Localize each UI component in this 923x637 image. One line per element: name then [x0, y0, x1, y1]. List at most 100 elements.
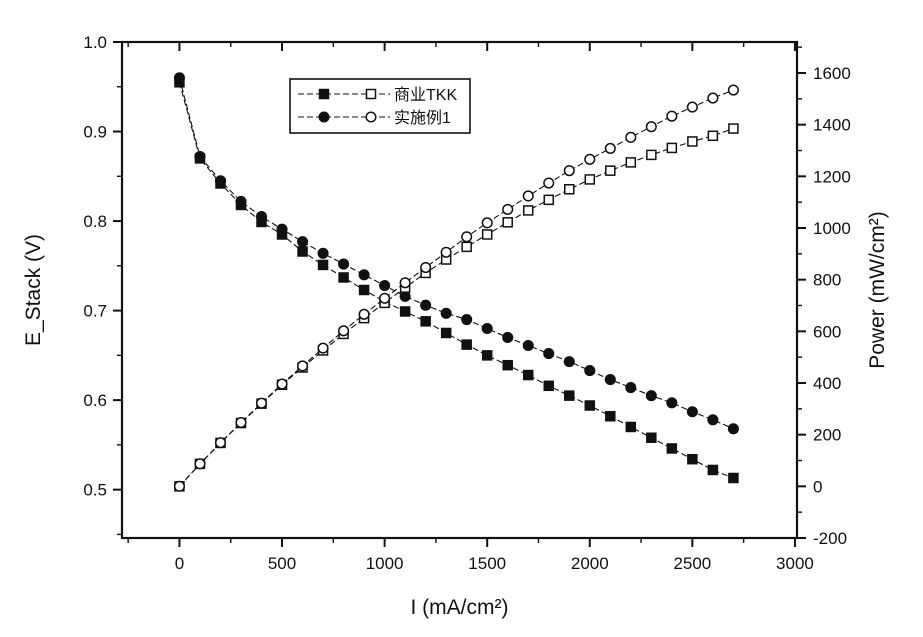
series-marker-tkk-power	[543, 194, 554, 206]
x-axis-tick-label: 0	[175, 554, 184, 573]
x-axis-tick-label: 3000	[776, 554, 814, 573]
series-marker-tkk-voltage	[687, 453, 698, 465]
plot-frame	[120, 40, 799, 540]
series-marker-ex1-voltage	[584, 365, 596, 377]
series-marker-tkk-voltage	[358, 284, 370, 296]
series-line-ex1-power	[178, 89, 734, 487]
x-axis-tick-label: 1500	[468, 554, 506, 573]
series-marker-ex1-power	[604, 142, 616, 154]
y-left-tick-label: 0.5	[83, 481, 107, 500]
series-marker-tkk-power	[625, 157, 637, 168]
y-right-tick-label: 1000	[813, 219, 851, 238]
series-marker-ex1-voltage	[563, 356, 575, 368]
legend-marker-filled-square	[318, 88, 330, 100]
series-marker-ex1-power	[338, 325, 350, 337]
series-marker-ex1-voltage	[707, 414, 719, 426]
series-marker-ex1-power	[173, 480, 185, 492]
series-marker-tkk-voltage	[625, 421, 637, 433]
series-marker-tkk-voltage	[420, 316, 431, 327]
series-marker-ex1-voltage	[276, 223, 288, 235]
series-marker-tkk-voltage	[481, 350, 493, 361]
x-axis-tick-label: 2000	[571, 554, 609, 573]
series-marker-ex1-voltage	[235, 195, 247, 207]
series-marker-ex1-power	[235, 416, 247, 429]
series-marker-tkk-voltage	[564, 390, 575, 401]
series-marker-tkk-voltage	[440, 327, 452, 339]
series-marker-ex1-power	[317, 342, 329, 354]
legend-box	[289, 78, 471, 134]
series-marker-ex1-voltage	[522, 339, 534, 352]
series-marker-ex1-power	[563, 165, 575, 177]
series-marker-tkk-power	[646, 149, 657, 161]
series-marker-ex1-voltage	[420, 299, 432, 311]
series-marker-tkk-power	[564, 184, 575, 195]
series-marker-ex1-power	[625, 131, 637, 143]
series-marker-ex1-power	[481, 217, 493, 229]
series-marker-ex1-power	[296, 360, 309, 372]
series-marker-tkk-power	[605, 165, 616, 176]
series-marker-ex1-voltage	[666, 397, 678, 409]
series-marker-ex1-power	[727, 84, 739, 96]
series-marker-tkk-voltage	[317, 259, 329, 271]
y-left-tick-label: 0.6	[83, 391, 107, 410]
series-marker-ex1-voltage	[461, 313, 473, 326]
series-marker-ex1-power	[214, 437, 227, 449]
y-left-tick-label: 1.0	[83, 33, 107, 52]
series-marker-ex1-power	[502, 203, 514, 215]
series-marker-ex1-voltage	[214, 175, 227, 187]
y-right-tick-label: 1200	[813, 167, 851, 186]
y-right-tick-label: 0	[813, 477, 822, 496]
series-marker-tkk-power	[666, 142, 678, 154]
series-marker-ex1-voltage	[358, 269, 370, 281]
y-right-tick-label: -200	[813, 529, 847, 548]
y-left-tick-label: 0.8	[83, 212, 107, 231]
series-marker-ex1-power	[584, 153, 596, 165]
series-marker-tkk-voltage	[522, 369, 534, 381]
y-right-tick-label: 800	[813, 271, 841, 290]
series-marker-tkk-power	[522, 205, 534, 216]
legend-label: 实施例1	[394, 109, 451, 127]
series-marker-tkk-voltage	[605, 410, 616, 422]
series-marker-ex1-voltage	[173, 72, 185, 84]
series-marker-ex1-power	[194, 458, 206, 470]
series-marker-ex1-voltage	[194, 151, 206, 163]
legend-marker-open-circle	[365, 111, 377, 123]
series-marker-tkk-power	[502, 217, 513, 228]
series-line-ex1-voltage	[178, 77, 734, 430]
series-marker-tkk-voltage	[338, 272, 349, 283]
series-marker-ex1-power	[686, 101, 698, 113]
series-marker-ex1-voltage	[645, 390, 657, 402]
y-right-axis-title: Power (mW/cm²)	[866, 211, 889, 368]
series-marker-tkk-voltage	[728, 472, 739, 484]
series-marker-ex1-power	[522, 190, 534, 202]
series-marker-ex1-voltage	[604, 373, 616, 386]
series-marker-ex1-power	[399, 277, 411, 289]
series-marker-tkk-voltage	[502, 359, 513, 371]
x-axis-title: I (mA/cm²)	[411, 596, 509, 619]
series-marker-ex1-power	[255, 397, 268, 409]
x-axis-tick-label: 500	[268, 554, 296, 573]
series-marker-tkk-power	[584, 174, 596, 185]
series-marker-ex1-voltage	[296, 236, 309, 248]
series-marker-ex1-power	[440, 246, 452, 258]
series-marker-ex1-voltage	[625, 382, 637, 394]
series-marker-tkk-voltage	[646, 432, 657, 443]
legend-marker-open-square	[365, 88, 377, 100]
series-marker-tkk-voltage	[399, 306, 411, 317]
series-marker-ex1-voltage	[255, 211, 268, 223]
series-marker-ex1-power	[379, 292, 391, 304]
series-marker-tkk-voltage	[584, 400, 596, 411]
series-marker-ex1-voltage	[502, 331, 514, 344]
series-marker-ex1-voltage	[686, 406, 698, 418]
series-marker-tkk-power	[481, 229, 493, 240]
series-marker-ex1-power	[645, 121, 657, 133]
series-marker-tkk-power	[707, 130, 719, 142]
y-right-tick-label: 400	[813, 374, 841, 393]
series-marker-ex1-power	[543, 177, 555, 189]
y-right-tick-label: 200	[813, 426, 841, 445]
series-marker-tkk-power	[728, 123, 739, 134]
series-marker-ex1-power	[420, 261, 432, 274]
y-left-tick-label: 0.9	[83, 123, 107, 142]
